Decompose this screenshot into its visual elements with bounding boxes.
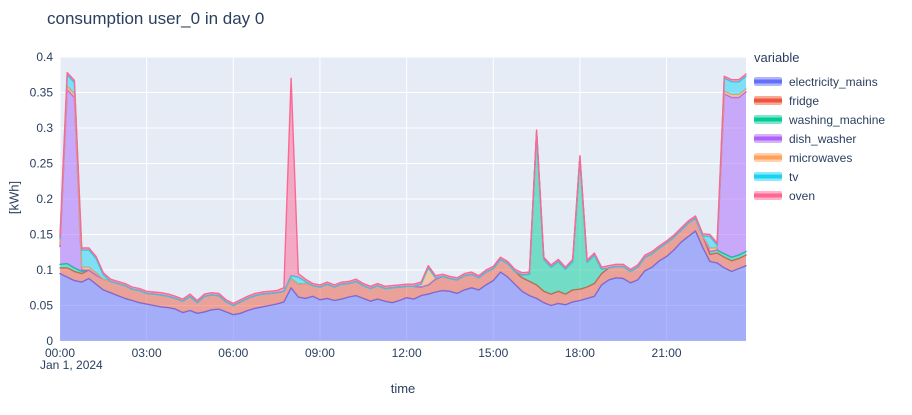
legend-item-washing_machine[interactable]: washing_machine	[754, 110, 910, 129]
y-tick-label: 0.05	[30, 299, 54, 313]
y-tick-label: 0.4	[36, 50, 53, 64]
legend-item-microwaves[interactable]: microwaves	[754, 148, 910, 167]
x-tick-label: 12:00	[392, 346, 422, 360]
legend-item-label: microwaves	[789, 150, 853, 165]
legend-item-oven[interactable]: oven	[754, 186, 910, 205]
y-tick-label: 0	[46, 334, 53, 348]
legend-item-label: tv	[789, 169, 799, 184]
legend-item-label: washing_machine	[789, 112, 886, 127]
line-oven	[59, 71, 747, 305]
legend-item-label: dish_washer	[789, 131, 857, 146]
legend-swatch-icon	[754, 134, 782, 143]
area-fridge	[60, 218, 746, 315]
y-tick-label: 0.1	[36, 263, 53, 277]
legend-item-label: electricity_mains	[789, 74, 878, 89]
legend-swatch-icon	[754, 96, 782, 105]
legend-item-label: fridge	[789, 93, 820, 108]
chart-title: consumption user_0 in day 0	[47, 9, 265, 28]
y-tick-label: 0.25	[30, 157, 54, 171]
legend-item-tv[interactable]: tv	[754, 167, 910, 186]
legend-swatch-icon	[754, 77, 782, 86]
legend-item-label: oven	[789, 188, 816, 203]
x-axis-title: time	[390, 381, 416, 396]
y-tick-label: 0.35	[30, 86, 54, 100]
legend-swatch-icon	[754, 172, 782, 181]
x-axis-date-annotation: Jan 1, 2024	[40, 358, 103, 372]
x-tick-label: 18:00	[565, 346, 595, 360]
legend-swatch-icon	[754, 115, 782, 124]
legend-swatch-icon	[754, 191, 782, 200]
y-tick-label: 0.15	[30, 228, 54, 242]
legend-item-electricity_mains[interactable]: electricity_mains	[754, 72, 910, 91]
legend-title: variable	[754, 50, 800, 65]
x-tick-label: 15:00	[478, 346, 508, 360]
x-tick-label: 09:00	[305, 346, 335, 360]
area-electricity_mains	[60, 230, 746, 341]
x-tick-label: 03:00	[132, 346, 162, 360]
y-axis-title: [kWh]	[6, 180, 22, 215]
y-tick-label: 0.3	[36, 121, 53, 135]
x-tick-label: 06:00	[218, 346, 248, 360]
legend-swatch-icon	[754, 153, 782, 162]
legend-item-dish_washer[interactable]: dish_washer	[754, 129, 910, 148]
y-tick-label: 0.2	[36, 192, 53, 206]
area-washing_machine	[60, 132, 746, 306]
x-tick-label: 21:00	[652, 346, 682, 360]
legend-item-fridge[interactable]: fridge	[754, 91, 910, 110]
x-tick-label: 00:00	[45, 346, 75, 360]
